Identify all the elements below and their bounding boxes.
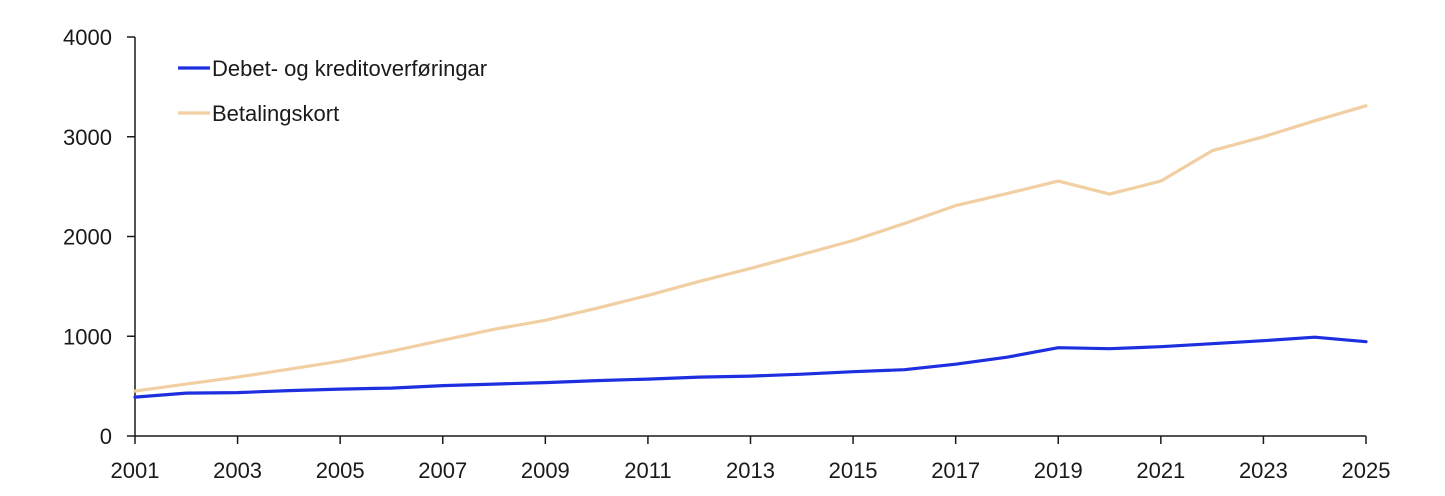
y-tick-label: 1000 [63,324,112,349]
series-line-debet-og-kreditoverforingar [133,335,1368,399]
series-group [133,104,1368,399]
x-tick-label: 2023 [1239,458,1288,483]
x-tick-label: 2025 [1342,458,1391,483]
series-line-betalingskort [133,104,1368,393]
x-tick-label: 2017 [931,458,980,483]
x-tick-label: 2021 [1136,458,1185,483]
legend-label: Debet- og kreditoverføringar [212,56,487,81]
axes: 0 1000 2000 3000 4000 2001 2003 2005 2007 2009 201… [63,25,1390,483]
x-tick-label: 2009 [521,458,570,483]
x-tick-label: 2001 [111,458,160,483]
x-tick-label: 2019 [1034,458,1083,483]
x-tick-label: 2007 [418,458,467,483]
y-tick-label: 3000 [63,125,112,150]
x-tick-label: 2015 [829,458,878,483]
x-tick-label: 2013 [726,458,775,483]
y-tick-label: 4000 [63,25,112,50]
x-tick-label: 2011 [624,458,671,483]
x-tick-label: 2003 [213,458,262,483]
y-tick-label: 0 [100,424,112,449]
x-tick-label: 2005 [316,458,365,483]
legend: Debet- og kreditoverføringar Betalingskor… [178,56,487,126]
legend-label: Betalingskort [212,101,339,126]
y-tick-label: 2000 [63,225,112,250]
